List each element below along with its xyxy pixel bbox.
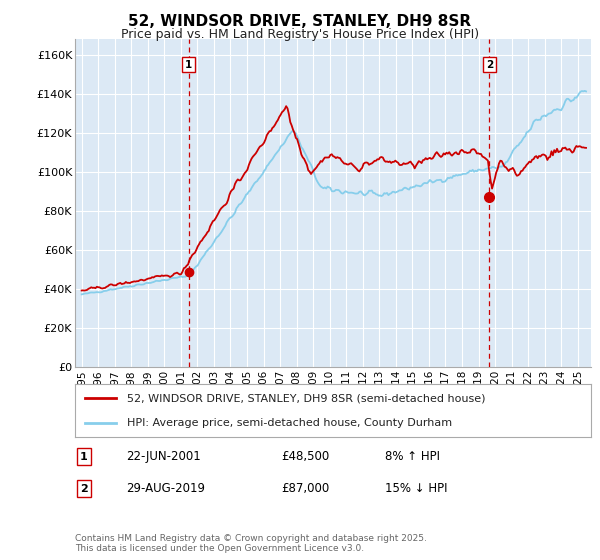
Text: 1: 1 xyxy=(80,451,88,461)
Text: 1: 1 xyxy=(185,59,192,69)
Text: Price paid vs. HM Land Registry's House Price Index (HPI): Price paid vs. HM Land Registry's House … xyxy=(121,28,479,41)
Text: 29-AUG-2019: 29-AUG-2019 xyxy=(127,482,206,495)
Text: Contains HM Land Registry data © Crown copyright and database right 2025.
This d: Contains HM Land Registry data © Crown c… xyxy=(75,534,427,553)
Text: HPI: Average price, semi-detached house, County Durham: HPI: Average price, semi-detached house,… xyxy=(127,418,452,428)
Text: 52, WINDSOR DRIVE, STANLEY, DH9 8SR (semi-detached house): 52, WINDSOR DRIVE, STANLEY, DH9 8SR (sem… xyxy=(127,394,485,404)
Text: £48,500: £48,500 xyxy=(281,450,329,463)
Text: 8% ↑ HPI: 8% ↑ HPI xyxy=(385,450,440,463)
Text: 15% ↓ HPI: 15% ↓ HPI xyxy=(385,482,447,495)
Text: 22-JUN-2001: 22-JUN-2001 xyxy=(127,450,202,463)
Text: 52, WINDSOR DRIVE, STANLEY, DH9 8SR: 52, WINDSOR DRIVE, STANLEY, DH9 8SR xyxy=(128,14,472,29)
Text: 2: 2 xyxy=(486,59,493,69)
Text: £87,000: £87,000 xyxy=(281,482,329,495)
Text: 2: 2 xyxy=(80,484,88,494)
